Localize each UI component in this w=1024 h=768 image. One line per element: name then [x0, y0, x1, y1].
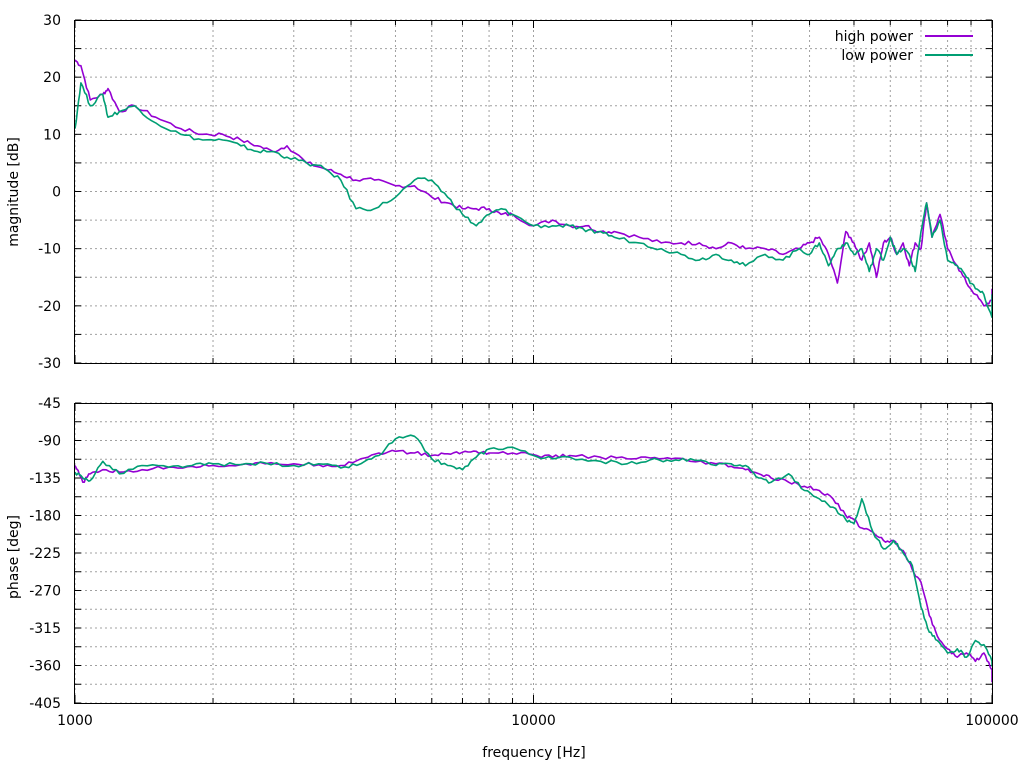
legend-label-low-power: low power: [841, 48, 913, 64]
magnitude-ytick-label: 30: [43, 13, 61, 29]
frequency-tick-label: 100000: [965, 713, 1018, 729]
frequency-tick-label: 10000: [511, 713, 556, 729]
phase-ytick-label: -360: [29, 659, 61, 675]
phase-ytick-label: -90: [38, 434, 61, 450]
frequency-tick-label: 1000: [57, 713, 93, 729]
phase-ytick-label: -135: [29, 471, 61, 487]
magnitude-axis-label: magnitude [dB]: [6, 137, 22, 247]
magnitude-series: [74, 59, 993, 319]
legend: high power low power: [835, 29, 973, 64]
phase-plot-frame: [74, 403, 993, 704]
phase-ytick-label: -270: [29, 584, 61, 600]
magnitude-grid: [74, 19, 993, 364]
magnitude-ytick-label: -20: [38, 299, 61, 315]
magnitude-series-low-power: [74, 82, 993, 319]
phase-grid: [74, 402, 993, 704]
magnitude-ytick-label: -10: [38, 242, 61, 258]
phase-ytick-label: -180: [29, 509, 61, 525]
legend-label-high-power: high power: [835, 29, 913, 45]
magnitude-ytick-label: 20: [43, 70, 61, 86]
magnitude-ytick-label: 10: [43, 127, 61, 143]
phase-series-low-power: [74, 434, 993, 667]
frequency-axis-label: frequency [Hz]: [482, 745, 585, 761]
magnitude-panel: 30 20 10 0 -10 -20 -30 magnitude [dB] high pow…: [6, 13, 993, 372]
phase-series: [74, 434, 993, 683]
magnitude-ytick-label: 0: [52, 185, 61, 201]
phase-ytick-label: -405: [29, 696, 61, 712]
phase-ytick-label: -45: [38, 396, 61, 412]
magnitude-ytick-label: -30: [38, 356, 61, 372]
phase-axis-label: phase [deg]: [6, 515, 22, 599]
phase-series-high-power: [74, 449, 993, 683]
phase-ytick-label: -315: [29, 621, 61, 637]
magnitude-plot-frame: [74, 20, 993, 364]
magnitude-ticks: 30 20 10 0 -10 -20 -30: [38, 13, 993, 372]
phase-ytick-label: -225: [29, 546, 61, 562]
